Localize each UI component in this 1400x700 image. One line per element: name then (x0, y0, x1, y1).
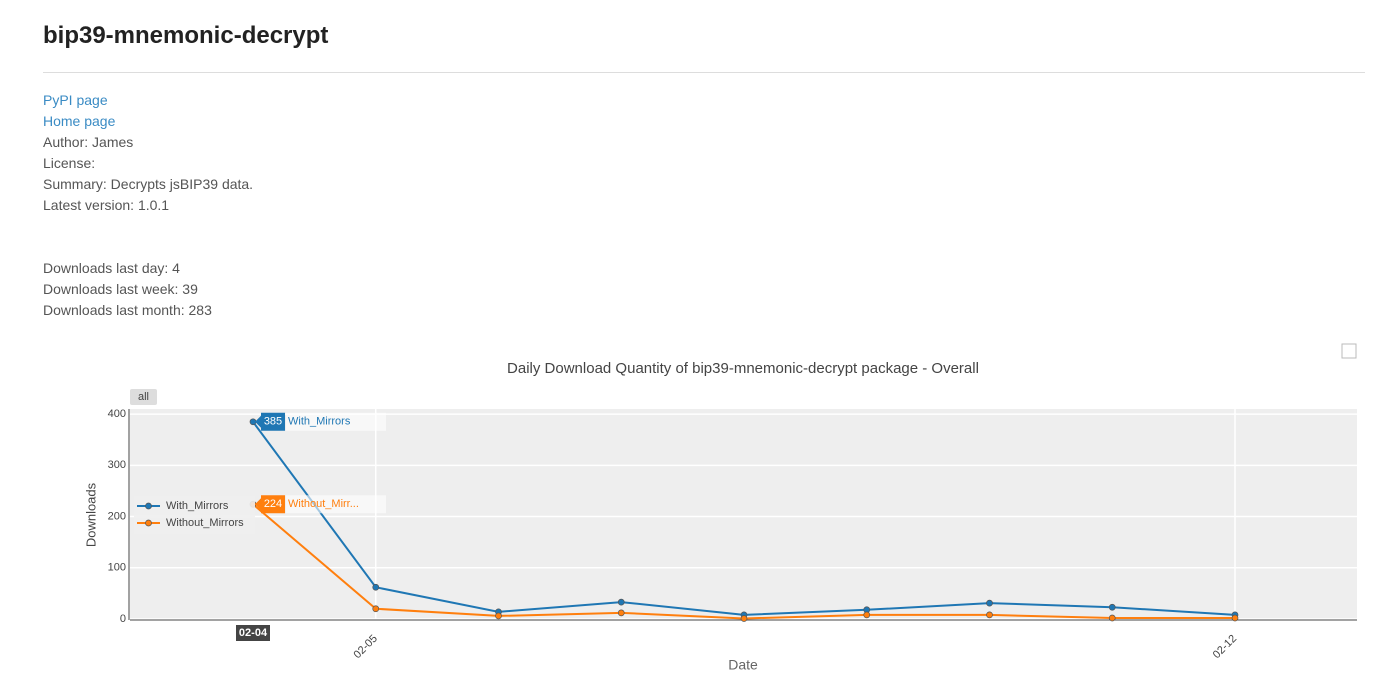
data-point (495, 612, 502, 620)
y-tick-label: 400 (108, 408, 126, 420)
data-point (1231, 614, 1239, 622)
y-tick-label: 100 (108, 562, 126, 574)
info-line: Author: James (43, 134, 134, 150)
hover-value: 224 (264, 498, 282, 510)
legend-marker (145, 502, 152, 510)
legend-box (134, 496, 255, 534)
chart-title: Daily Download Quantity of bip39-mnemoni… (507, 360, 979, 377)
data-point (372, 583, 380, 591)
hover-box (255, 412, 285, 431)
hover-name: With_Mirrors (288, 416, 351, 428)
data-point (986, 599, 993, 607)
divider (43, 72, 1365, 73)
hover-box (255, 495, 285, 514)
data-point (617, 598, 625, 606)
hover-x-label: 02-04 (239, 627, 268, 639)
range-button[interactable] (130, 389, 157, 405)
legend-label: With_Mirrors (166, 500, 229, 512)
data-point (986, 611, 993, 619)
hover-value: 385 (264, 416, 282, 428)
data-point (863, 611, 871, 619)
legend-label: Without_Mirrors (166, 517, 244, 529)
y-tick-label: 200 (108, 510, 126, 522)
data-point (740, 615, 748, 622)
data-point (1108, 603, 1116, 611)
info-line: Summary: Decrypts jsBIP39 data. (43, 176, 254, 192)
stat-line: Downloads last day: 4 (43, 260, 180, 276)
hover-name-bg (286, 495, 386, 514)
y-tick-label: 0 (120, 613, 126, 625)
info-line: License: (43, 155, 96, 171)
hover-name: Without_Mirr... (288, 498, 359, 510)
range-button-label[interactable]: all (138, 391, 149, 403)
info-line: Latest version: 1.0.1 (43, 197, 170, 213)
x-tick-label: 02-12 (1211, 633, 1239, 661)
data-point (617, 609, 625, 617)
pypi-link[interactable]: PyPI page (43, 92, 108, 108)
data-point (1108, 614, 1116, 622)
y-axis-title: Downloads (83, 482, 98, 547)
download-stats: Downloads last day: 4 Downloads last wee… (43, 258, 212, 321)
modebar-icon[interactable] (1341, 343, 1357, 359)
x-axis-title: Date (728, 657, 758, 673)
y-tick-label: 300 (108, 459, 126, 471)
x-tick-label: 02-05 (352, 633, 380, 661)
hover-x-box (236, 625, 270, 641)
legend-marker (145, 519, 152, 527)
home-link[interactable]: Home page (43, 113, 116, 129)
stat-line: Downloads last week: 39 (43, 281, 198, 297)
hover-name-bg (286, 412, 386, 431)
package-info: PyPI page Home page Author: James Licens… (43, 90, 253, 216)
stat-line: Downloads last month: 283 (43, 302, 212, 318)
plot-area (130, 409, 1357, 620)
data-point (372, 605, 380, 613)
page-title: bip39-mnemonic-decrypt (43, 22, 329, 49)
